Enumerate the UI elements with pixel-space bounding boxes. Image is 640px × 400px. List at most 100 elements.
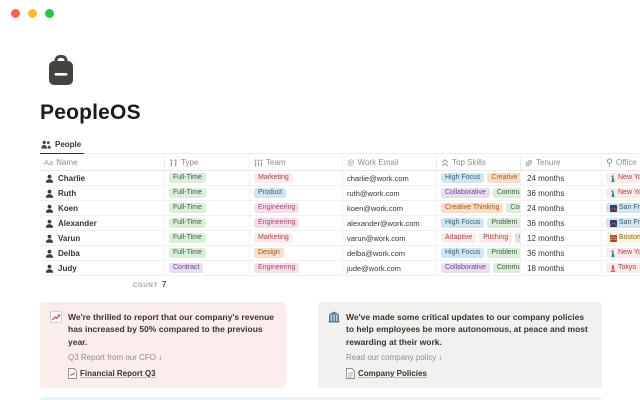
type-cell[interactable]: Full-Time — [165, 246, 250, 260]
name-cell[interactable]: Delba — [40, 246, 165, 260]
multi-select-icon — [254, 159, 263, 167]
skill-tag: High Focus — [441, 247, 485, 259]
office-cell[interactable]: Boston — [602, 231, 640, 245]
type-cell[interactable]: Full-Time — [165, 231, 250, 245]
office-tag: San Francisco — [606, 217, 640, 229]
minimize-window-button[interactable] — [28, 9, 37, 18]
skills-cell[interactable]: AdaptivePitchingContrarian — [437, 231, 521, 245]
team-cell[interactable]: Engineering — [250, 261, 343, 275]
view-tab-bar: People — [40, 138, 640, 154]
tenure-cell[interactable]: 36 months — [521, 186, 602, 200]
email-cell[interactable]: varun@work.com — [343, 231, 437, 245]
statue-of-liberty-icon — [610, 174, 616, 182]
table-row: Charlie Full-Time Marketing charlie@work.co… — [40, 171, 640, 186]
column-header-office[interactable]: Office — [602, 155, 640, 170]
office-cell[interactable]: New York — [602, 246, 640, 260]
email-cell[interactable]: jude@work.com — [343, 261, 437, 275]
column-header-tenure[interactable]: Tenure — [521, 155, 602, 170]
column-header-team[interactable]: Team — [250, 155, 343, 170]
person-name: Judy — [58, 263, 77, 273]
name-cell[interactable]: Ruth — [40, 186, 165, 200]
email-cell[interactable]: koen@work.com — [343, 201, 437, 215]
close-window-button[interactable] — [11, 9, 20, 18]
tenure-value: 24 months — [527, 203, 565, 213]
tenure-value: 12 months — [527, 233, 565, 243]
office-tag: San Francisco — [606, 202, 640, 214]
email-cell[interactable]: delba@work.com — [343, 246, 437, 260]
name-cell[interactable]: Judy — [40, 261, 165, 275]
tenure-cell[interactable]: 24 months — [521, 171, 602, 185]
team-cell[interactable]: Engineering — [250, 201, 343, 215]
skills-cell[interactable]: CollaborativeCommunicative — [437, 186, 521, 200]
table-row: Alexander Full-Time Engineering alexander@w… — [40, 216, 640, 231]
name-cell[interactable]: Alexander — [40, 216, 165, 230]
email-cell[interactable]: ruth@work.com — [343, 186, 437, 200]
column-label: Work Email — [357, 158, 399, 167]
office-cell[interactable]: New York — [602, 186, 640, 200]
type-tag: Full-Time — [169, 187, 206, 199]
skill-tag: Pitching — [479, 232, 513, 244]
team-cell[interactable]: Engineering — [250, 216, 343, 230]
office-cell[interactable]: New York — [602, 171, 640, 185]
tenure-value: 24 months — [527, 173, 565, 183]
tab-people[interactable]: People — [40, 138, 85, 154]
skill-tag: Communicative — [506, 202, 520, 214]
column-header-type[interactable]: Type — [165, 155, 250, 170]
skills-cell[interactable]: CollaborativeCommunicative — [437, 261, 521, 275]
bridge-icon — [610, 204, 617, 212]
work-email: delba@work.com — [347, 248, 406, 258]
person-icon — [45, 204, 54, 213]
skills-cell[interactable]: Creative ThinkingCommunicative — [437, 201, 521, 215]
column-label: Type — [181, 158, 199, 167]
team-cell[interactable]: Marketing — [250, 171, 343, 185]
email-cell[interactable]: alexander@work.com — [343, 216, 437, 230]
work-email: jude@work.com — [347, 263, 401, 273]
column-header-work-email[interactable]: @ Work Email — [343, 155, 437, 170]
tenure-cell[interactable]: 24 months — [521, 201, 602, 215]
tenure-value: 18 months — [527, 263, 565, 273]
table-count[interactable]: COUNT 7 — [133, 280, 640, 292]
tenure-cell[interactable]: 36 months — [521, 216, 602, 230]
tenure-cell[interactable]: 12 months — [521, 231, 602, 245]
double-chevron-up-icon — [441, 158, 449, 167]
chart-increasing-icon — [50, 311, 62, 323]
company-policies-link[interactable]: Company Policies — [346, 367, 427, 379]
tokyo-tower-icon — [610, 264, 616, 272]
team-cell[interactable]: Design — [250, 246, 343, 260]
tenure-cell[interactable]: 36 months — [521, 246, 602, 260]
office-cell[interactable]: San Francisco — [602, 216, 640, 230]
page-chart-icon — [68, 367, 77, 379]
type-cell[interactable]: Full-Time — [165, 186, 250, 200]
name-cell[interactable]: Varun — [40, 231, 165, 245]
financial-report-link[interactable]: Financial Report Q3 — [68, 367, 156, 379]
name-cell[interactable]: Koen — [40, 201, 165, 215]
zoom-window-button[interactable] — [45, 9, 54, 18]
type-cell[interactable]: Full-Time — [165, 201, 250, 215]
email-cell[interactable]: charlie@work.com — [343, 171, 437, 185]
tenure-cell[interactable]: 18 months — [521, 261, 602, 275]
office-cell[interactable]: Tokyo — [602, 261, 640, 275]
column-header-name[interactable]: Aa Name — [40, 155, 165, 170]
team-cell[interactable]: Product — [250, 186, 343, 200]
type-cell[interactable]: Full-Time — [165, 171, 250, 185]
table-row: Judy Contract Engineering jude@work.com Coll… — [40, 261, 640, 276]
backpack-icon[interactable] — [48, 55, 74, 85]
tenure-value: 36 months — [527, 218, 565, 228]
type-cell[interactable]: Full-Time — [165, 216, 250, 230]
table-header-row: Aa Name Type Team @ Work Email Top Skills Tenur… — [40, 155, 640, 171]
column-label: Name — [56, 158, 78, 167]
team-cell[interactable]: Marketing — [250, 231, 343, 245]
name-cell[interactable]: Charlie — [40, 171, 165, 185]
person-icon — [45, 234, 54, 243]
office-cell[interactable]: San Francisco — [602, 201, 640, 215]
column-header-top-skills[interactable]: Top Skills — [437, 155, 521, 170]
type-cell[interactable]: Contract — [165, 261, 250, 275]
team-tag: Design — [254, 247, 284, 259]
table-row: Varun Full-Time Marketing varun@work.com Ada… — [40, 231, 640, 246]
person-name: Charlie — [58, 173, 86, 183]
person-icon — [45, 174, 54, 183]
person-name: Alexander — [58, 218, 97, 228]
